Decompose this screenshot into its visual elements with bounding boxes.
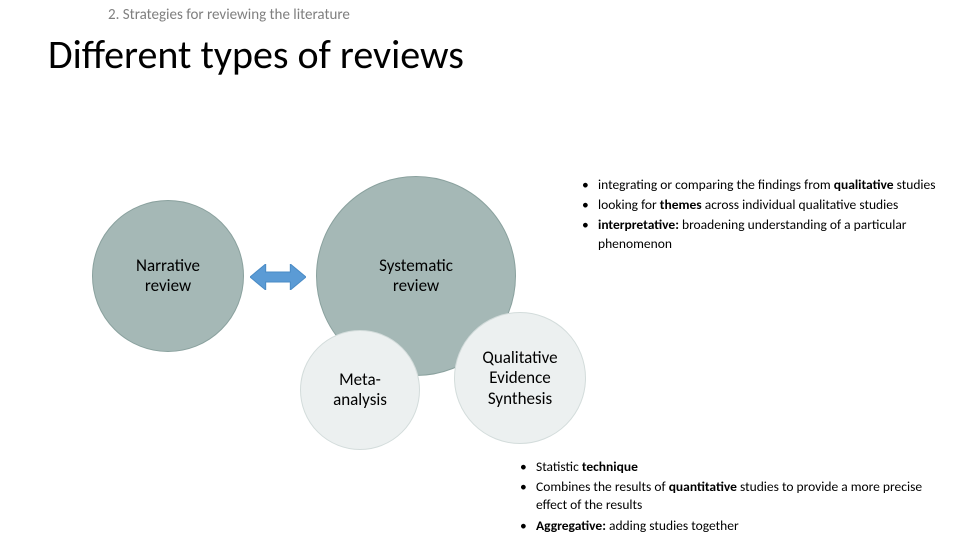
bullet-item: looking for themes across individual qua…	[582, 196, 942, 214]
bullet-item: Statistic technique	[520, 458, 940, 476]
bullet-item: Combines the results of quantitative stu…	[520, 478, 940, 514]
narrative-label: Narrativereview	[98, 256, 238, 297]
bullet-item: Aggregative: adding studies together	[520, 517, 940, 535]
bullet-item: integrating or comparing the findings fr…	[582, 176, 942, 194]
meta-bullets: Statistic technique Combines the results …	[520, 458, 940, 537]
qes-bullets: integrating or comparing the findings fr…	[582, 176, 942, 255]
slide: 2. Strategies for reviewing the literatu…	[0, 0, 960, 540]
bullet-item: interpretative: broadening understanding…	[582, 216, 942, 252]
meta-label: Meta-analysis	[290, 370, 430, 411]
double-arrow-icon	[250, 264, 306, 290]
page-title: Different types of reviews	[48, 30, 464, 79]
qes-label: QualitativeEvidenceSynthesis	[450, 348, 590, 409]
systematic-label: Systematicreview	[346, 256, 486, 297]
breadcrumb: 2. Strategies for reviewing the literatu…	[108, 6, 350, 24]
